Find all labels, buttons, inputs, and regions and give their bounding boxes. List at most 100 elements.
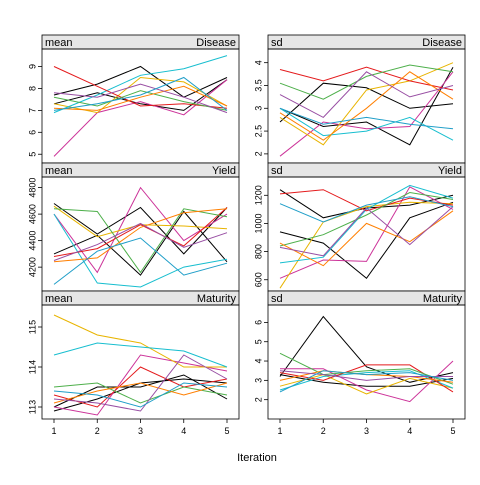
strip-stat-label: mean bbox=[45, 165, 73, 177]
series-line-6 bbox=[279, 66, 454, 91]
strip-variable-label: Yield bbox=[212, 165, 236, 177]
y-tick-label: 600 bbox=[253, 272, 263, 287]
x-tick-label: 2 bbox=[321, 426, 326, 436]
series-line-3 bbox=[53, 354, 228, 416]
panel-sd-maturity: sd Maturity 2 3 4 5 6 bbox=[253, 290, 466, 420]
series-line-4 bbox=[279, 201, 454, 289]
y-tick-label: 8 bbox=[27, 86, 37, 91]
series-line-2 bbox=[53, 210, 228, 276]
x-tick-label: 3 bbox=[138, 426, 143, 436]
x-tick-label: 5 bbox=[224, 426, 229, 436]
series-line-3 bbox=[53, 186, 228, 274]
series-line-9 bbox=[53, 222, 228, 261]
series-line-10 bbox=[53, 382, 228, 408]
y-tick-label: 5 bbox=[253, 339, 263, 344]
x-axis-label: Iteration bbox=[237, 452, 277, 464]
strip-stat-label: sd bbox=[271, 293, 283, 305]
series-line-10 bbox=[53, 237, 228, 285]
series-line-7 bbox=[53, 382, 228, 404]
panel-mean-yield: mean Yield 4200 4400 4600 4800 bbox=[27, 162, 240, 292]
x-tick-label: 2 bbox=[95, 426, 100, 436]
y-tick-label: 4400 bbox=[27, 231, 37, 251]
series-line-6 bbox=[53, 207, 228, 257]
series-line-9 bbox=[53, 354, 228, 412]
panel-sd-disease: sd Disease 2 2.5 3 3.5 4 bbox=[253, 34, 466, 164]
series-line-10 bbox=[279, 370, 454, 393]
series-line-2 bbox=[279, 201, 454, 280]
y-tick-label: 4600 bbox=[27, 204, 37, 224]
strip-variable-label: Yield bbox=[438, 165, 462, 177]
strip-variable-label: Disease bbox=[422, 37, 462, 49]
series-line-2 bbox=[279, 374, 454, 387]
series-line-7 bbox=[279, 64, 454, 100]
series-line-10 bbox=[279, 107, 454, 130]
x-tick-label: 5 bbox=[450, 426, 455, 436]
x-tick-label: 1 bbox=[51, 426, 56, 436]
y-tick-label: 3.5 bbox=[253, 79, 263, 92]
y-tick-label: 2 bbox=[253, 151, 263, 156]
series-line-8 bbox=[53, 85, 228, 111]
y-tick-label: 4 bbox=[253, 359, 263, 364]
y-tick-label: 115 bbox=[27, 320, 37, 334]
series-line-5 bbox=[279, 184, 454, 264]
y-tick-label: 5 bbox=[27, 152, 37, 157]
series-line-10 bbox=[279, 196, 454, 223]
series-line-5 bbox=[53, 55, 228, 114]
y-tick-label: 4 bbox=[253, 60, 263, 65]
series-line-7 bbox=[279, 191, 454, 247]
y-tick-label: 114 bbox=[27, 360, 37, 374]
panel-sd-yield: sd Yield 600 800 1000 1200 bbox=[253, 162, 466, 292]
x-tick-label: 4 bbox=[181, 426, 186, 436]
series-line-8 bbox=[279, 71, 454, 141]
y-tick-label: 9 bbox=[27, 64, 37, 69]
series-line-1 bbox=[279, 66, 454, 146]
series-line-10 bbox=[53, 76, 228, 111]
series-line-3 bbox=[279, 71, 454, 157]
series-line-8 bbox=[53, 208, 228, 263]
y-tick-label: 1000 bbox=[253, 213, 263, 233]
y-tick-label: 2.5 bbox=[253, 125, 263, 138]
series-line-6 bbox=[53, 66, 228, 109]
strip-variable-label: Maturity bbox=[197, 293, 237, 305]
series-line-9 bbox=[279, 370, 453, 381]
series-line-5 bbox=[53, 213, 228, 288]
series-line-1 bbox=[53, 65, 228, 98]
strip-stat-label: mean bbox=[45, 37, 73, 49]
strip-variable-label: Maturity bbox=[423, 293, 463, 305]
x-tick-label: 3 bbox=[364, 426, 369, 436]
y-tick-label: 800 bbox=[253, 244, 263, 259]
series-line-9 bbox=[53, 83, 228, 114]
series-line-2 bbox=[53, 79, 228, 111]
strip-sd-yield bbox=[267, 162, 466, 178]
series-line-7 bbox=[53, 90, 228, 111]
series-line-4 bbox=[53, 314, 227, 368]
series-line-9 bbox=[279, 71, 454, 119]
series-line-5 bbox=[53, 342, 228, 368]
x-tick-label: 1 bbox=[277, 426, 282, 436]
y-tick-label: 6 bbox=[27, 130, 37, 135]
y-tick-label: 2 bbox=[253, 397, 263, 402]
series-line-2 bbox=[279, 82, 454, 123]
series-line-4 bbox=[279, 62, 454, 146]
strip-stat-label: sd bbox=[271, 165, 283, 177]
y-tick-label: 6 bbox=[253, 320, 263, 325]
x-tick-label: 4 bbox=[407, 426, 412, 436]
strip-stat-label: sd bbox=[271, 37, 283, 49]
series-line-4 bbox=[279, 374, 454, 395]
y-tick-label: 3 bbox=[253, 106, 263, 111]
series-line-7 bbox=[279, 352, 454, 385]
series-line-8 bbox=[53, 382, 228, 404]
series-line-9 bbox=[279, 206, 454, 257]
strip-stat-label: mean bbox=[45, 293, 73, 305]
y-tick-label: 4800 bbox=[27, 178, 37, 198]
y-tick-label: 3 bbox=[253, 378, 263, 383]
series-line-5 bbox=[279, 107, 454, 141]
series-line-1 bbox=[53, 203, 228, 255]
series-line-3 bbox=[280, 360, 454, 403]
y-tick-label: 4200 bbox=[27, 257, 37, 277]
strip-variable-label: Disease bbox=[196, 37, 236, 49]
y-tick-label: 113 bbox=[27, 400, 37, 414]
series-line-3 bbox=[53, 79, 228, 157]
